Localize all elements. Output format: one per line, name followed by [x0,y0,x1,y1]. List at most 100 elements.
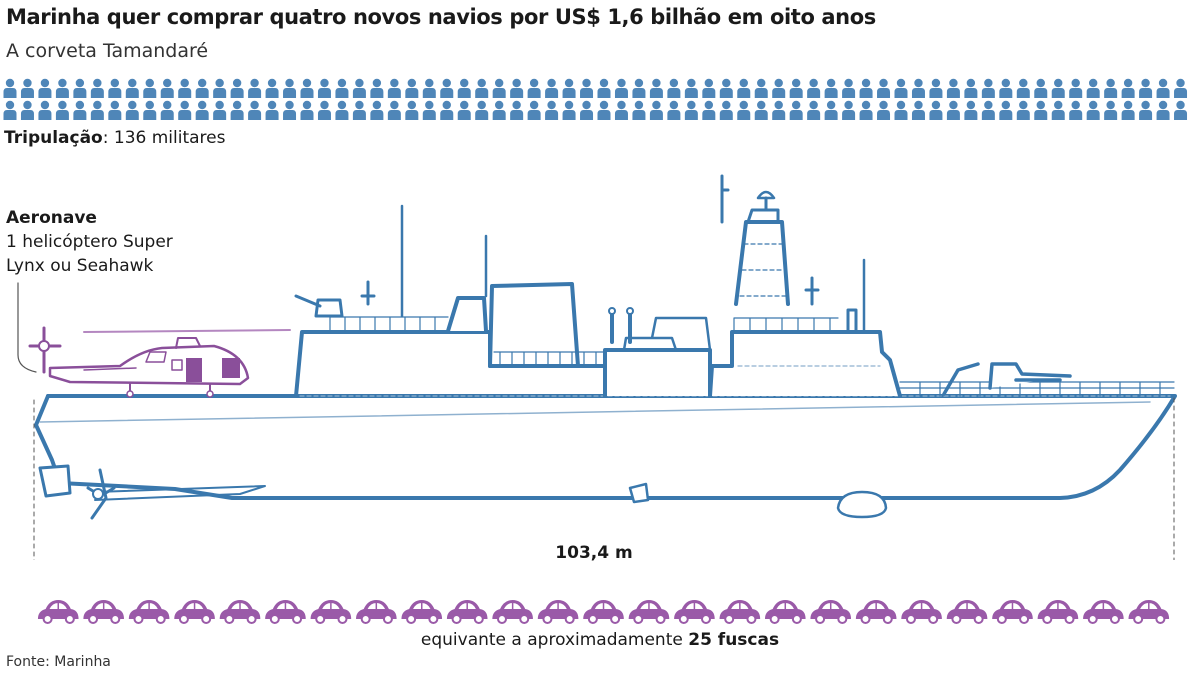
crew-member-icon [405,78,419,98]
superstructure-fwd [708,330,902,398]
fusca-icon [810,600,852,624]
crew-member-icon [283,100,297,120]
crew-member-icon [335,78,349,98]
crew-member-icon [1051,78,1065,98]
crew-member-icon [614,78,628,98]
crew-member-icon [492,100,506,120]
crew-member-icon [894,100,908,120]
fusca-icon [1083,600,1124,624]
aircraft-line-2: Lynx ou Seahawk [6,256,154,276]
helicopter [28,326,291,398]
crew-member-icon [737,78,751,98]
crew-member-icon [73,100,87,120]
forecastle-railing [899,381,1175,397]
railing-aft [329,316,449,332]
fusca-icon [219,600,261,624]
crew-member-icon [213,78,227,98]
fusca-icon [37,600,79,624]
crew-member-icon [772,78,786,98]
crew-member-icon [789,100,803,120]
crew-member-icon [125,100,139,120]
crew-member-icon [248,100,262,120]
keel-fin [628,482,650,504]
crew-member-icon [300,78,314,98]
crew-member-icon [1016,100,1030,120]
crew-member-icon [143,100,157,120]
fusca-icon [310,600,352,624]
crew-member-icon [1016,78,1030,98]
fusca-icons [37,600,1170,624]
crew-member-icon [981,100,995,120]
crew-member-icon [230,78,244,98]
ciws-aft [294,294,344,318]
crew-member-icon [824,100,838,120]
fusca-icon [628,600,670,624]
crew-member-icon [3,78,17,98]
fusca-icon [764,600,806,624]
crew-member-icon [946,78,960,98]
funnel [446,296,488,333]
railing-mid [493,351,605,367]
crew-member-icon [981,78,995,98]
crew-member-icon [143,78,157,98]
fusca-icon [946,600,988,624]
crew-member-icon [1139,78,1153,98]
crew-member-icon [719,78,733,98]
crew-member-icon [178,100,192,120]
crew-member-icon [230,100,244,120]
aircraft-annotation: Aeronave 1 helicóptero Super Lynx ou Sea… [6,206,173,278]
crew-member-icon [55,78,69,98]
crew-member-icon [422,78,436,98]
crew-member-icon [195,100,209,120]
source-note: Fonte: Marinha [6,654,111,670]
ship-length-label: 103,4 m [555,543,633,563]
crew-member-icon [1121,78,1135,98]
crew-member-icon [649,100,663,120]
crew-member-icon [807,78,821,98]
crew-member-icon [859,78,873,98]
crew-member-icon [545,78,559,98]
crew-member-icon [38,78,52,98]
crew-member-icon [527,100,541,120]
crew-member-icon [1174,100,1188,120]
crew-member-icon [911,78,925,98]
crew-member-icon [265,100,279,120]
crew-count: Tripulação: 136 militares [4,128,225,148]
crew-member-icon [684,78,698,98]
crew-member-icon [1034,100,1048,120]
crew-member-icon [317,100,331,120]
crew-member-icon [213,100,227,120]
crew-member-icon [475,100,489,120]
missile-launchers [622,316,712,352]
crew-member-icon [1086,100,1100,120]
crew-member-icon [125,78,139,98]
crew-member-icon [195,78,209,98]
crew-member-icon [999,78,1013,98]
hull [34,394,1177,500]
fusca-icon [855,600,897,624]
fusca-icon [356,600,397,624]
crew-member-icon [1051,100,1065,120]
crew-member-icon [283,78,297,98]
aircraft-line-1: 1 helicóptero Super [6,232,173,252]
crew-member-icon [20,100,34,120]
crew-member-icon [38,100,52,120]
fusca-icon [719,600,761,624]
fusca-icon [901,600,942,624]
crew-member-icon [457,100,471,120]
fusca-icon [1128,600,1170,624]
missile-deck-house [603,348,712,398]
crew-member-icon [754,100,768,120]
crew-member-icon [1086,78,1100,98]
crew-member-icon [911,100,925,120]
fusca-icon [83,600,124,624]
crew-member-icon [3,100,17,120]
fusca-icon [492,600,533,624]
main-gun [988,362,1072,390]
page-title: Marinha quer comprar quatro novos navios… [6,5,876,29]
crew-member-icon [90,78,104,98]
fusca-icon [446,600,488,624]
crew-member-icon [352,78,366,98]
crew-member-icon [335,100,349,120]
fusca-icon [992,600,1033,624]
